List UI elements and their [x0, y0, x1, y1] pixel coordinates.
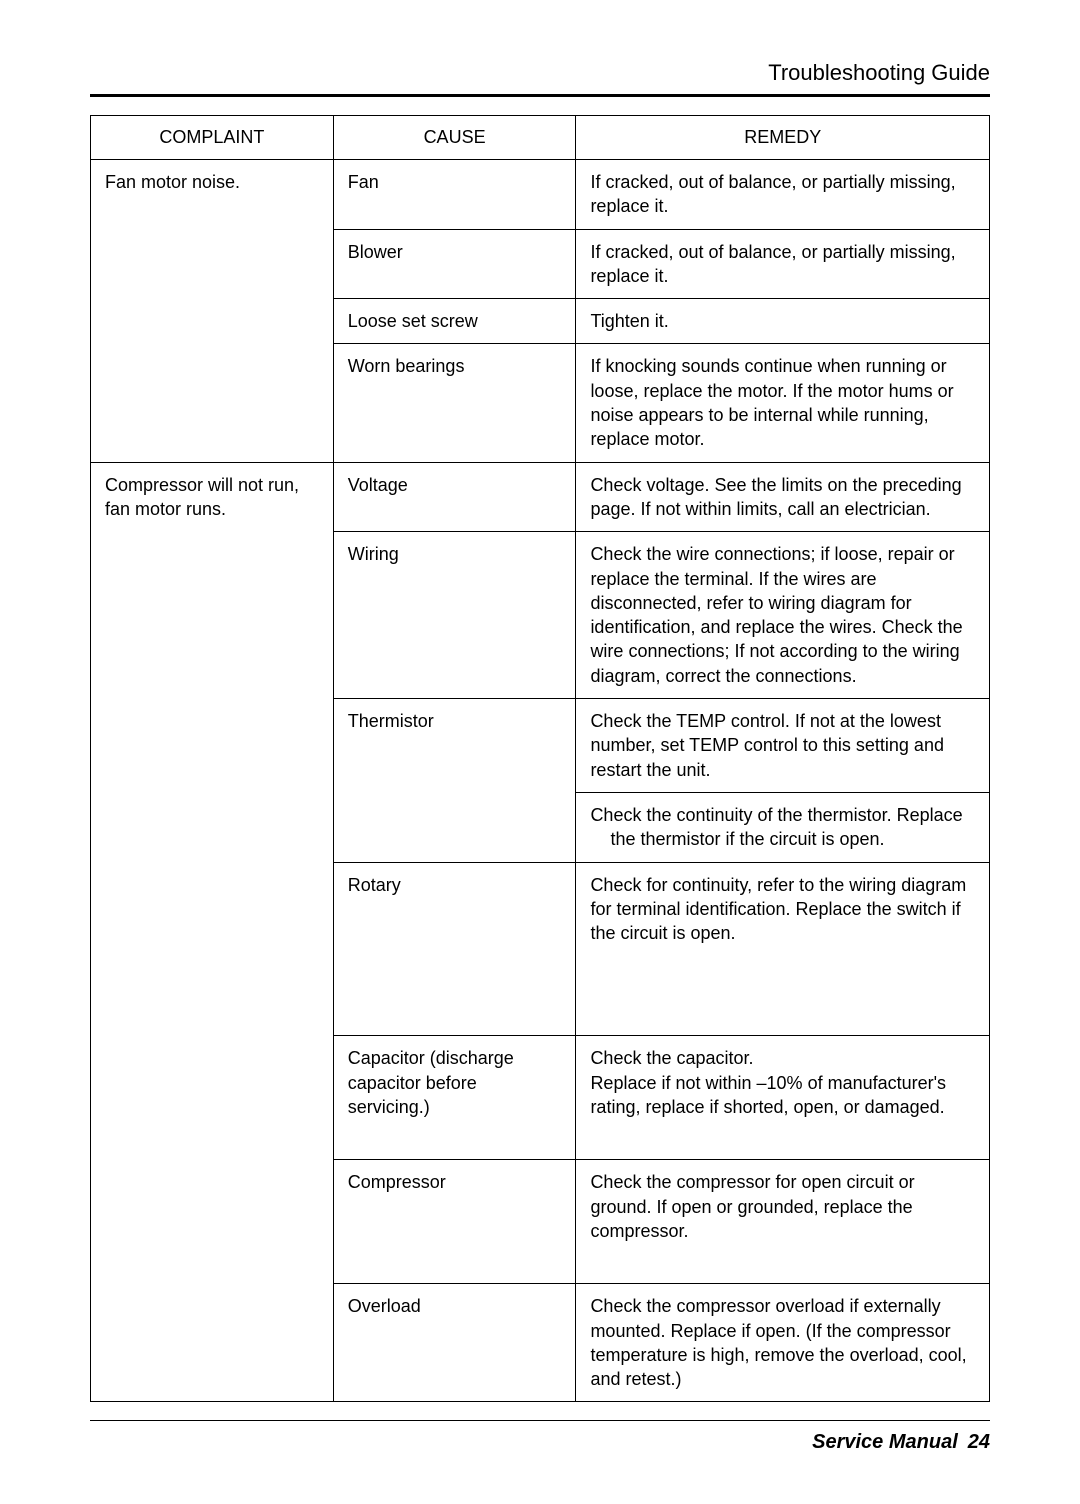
- cell-remedy: Check the wire connections; if loose, re…: [576, 532, 990, 699]
- footer-page: 24: [968, 1431, 990, 1453]
- cell-cause: Rotary: [333, 862, 576, 1036]
- cell-remedy: If cracked, out of balance, or partially…: [576, 229, 990, 299]
- cell-remedy: Check the TEMP control. If not at the lo…: [576, 699, 990, 793]
- remedy-line1: Check the continuity of the thermistor. …: [590, 805, 962, 825]
- remedy-line1: Check the capacitor.: [590, 1048, 753, 1068]
- cell-complaint: Fan motor noise.: [91, 160, 334, 463]
- cell-remedy: Check the compressor for open circuit or…: [576, 1160, 990, 1284]
- cell-remedy: Check for continuity, refer to the wirin…: [576, 862, 990, 1036]
- header-rule: [90, 94, 990, 97]
- cell-cause: Compressor: [333, 1160, 576, 1284]
- footer-rule: [90, 1420, 990, 1421]
- table-row: Fan motor noise. Fan If cracked, out of …: [91, 160, 990, 230]
- footer-label: Service Manual: [812, 1431, 958, 1453]
- cell-cause: Wiring: [333, 532, 576, 699]
- cell-cause: Loose set screw: [333, 299, 576, 344]
- cell-remedy: If knocking sounds continue when running…: [576, 344, 990, 462]
- header-title: Troubleshooting Guide: [90, 60, 990, 86]
- col-remedy: REMEDY: [576, 116, 990, 160]
- remedy-line2: Replace if not within –10% of manufactur…: [590, 1073, 946, 1117]
- cell-cause: Capacitor (discharge capacitor before se…: [333, 1036, 576, 1160]
- troubleshooting-table: COMPLAINT CAUSE REMEDY Fan motor noise. …: [90, 115, 990, 1402]
- cell-remedy: Check the continuity of the thermistor. …: [576, 792, 990, 862]
- cell-cause: Worn bearings: [333, 344, 576, 462]
- cell-remedy: Tighten it.: [576, 299, 990, 344]
- page-container: Troubleshooting Guide COMPLAINT CAUSE RE…: [0, 0, 1080, 1504]
- table-header-row: COMPLAINT CAUSE REMEDY: [91, 116, 990, 160]
- col-complaint: COMPLAINT: [91, 116, 334, 160]
- remedy-line2: the thermistor if the circuit is open.: [590, 827, 975, 851]
- table-row: Compressor will not run, fan motor runs.…: [91, 462, 990, 532]
- cell-cause: Thermistor: [333, 699, 576, 862]
- footer: Service Manual 24: [90, 1431, 990, 1454]
- cell-cause: Fan: [333, 160, 576, 230]
- cell-complaint: Compressor will not run, fan motor runs.: [91, 462, 334, 1402]
- col-cause: CAUSE: [333, 116, 576, 160]
- cell-cause: Blower: [333, 229, 576, 299]
- cell-remedy: Check the compressor overload if externa…: [576, 1284, 990, 1402]
- cell-remedy: If cracked, out of balance, or partially…: [576, 160, 990, 230]
- cell-remedy: Check voltage. See the limits on the pre…: [576, 462, 990, 532]
- cell-cause: Overload: [333, 1284, 576, 1402]
- cell-remedy: Check the capacitor. Replace if not with…: [576, 1036, 990, 1160]
- cell-cause: Voltage: [333, 462, 576, 532]
